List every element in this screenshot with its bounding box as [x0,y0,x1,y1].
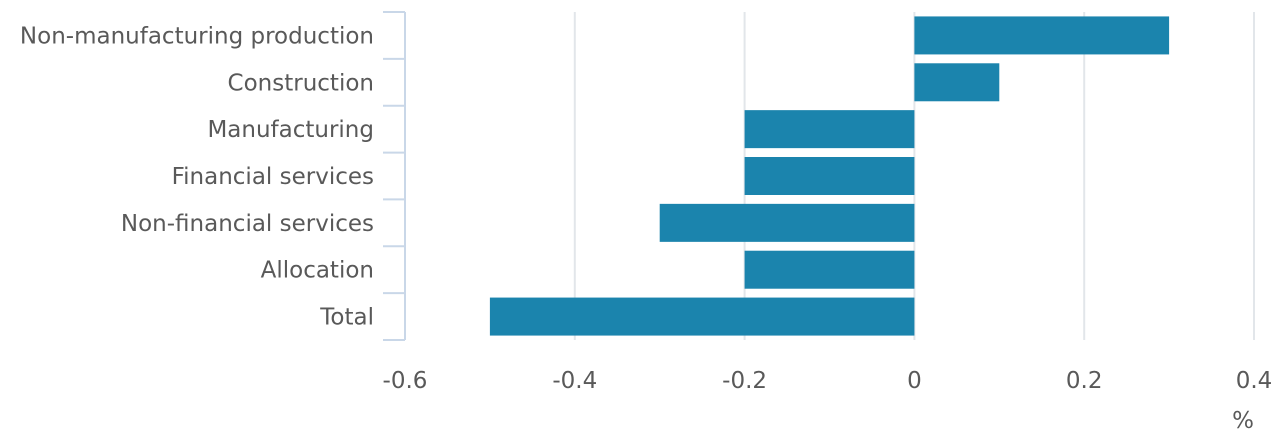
bar-financial-services [744,157,915,195]
bar-layer [489,16,1170,336]
category-label: Non-manufacturing production [20,23,374,49]
x-axis-tick-labels: -0.6 -0.4 -0.2 0 0.2 0.4 [383,368,1273,394]
x-tick-label: -0.6 [383,368,428,394]
category-labels: Non-manufacturing production Construction… [20,23,374,330]
category-label: Financial services [172,164,374,190]
bar-manufacturing [744,110,915,149]
x-tick-label: 0.4 [1236,368,1273,394]
x-axis-unit-label: % [1232,408,1254,432]
bar-non-manufacturing-production [914,16,1170,55]
category-label: Manufacturing [207,117,374,143]
bar-total [489,297,915,336]
category-label: Non-financial services [121,211,374,237]
grid-layer [573,12,1255,340]
category-label: Total [319,305,374,331]
bar-non-financial-services [659,203,915,242]
category-label: Allocation [261,258,374,284]
x-tick-label: -0.2 [722,368,767,394]
y-axis [383,11,406,341]
x-tick-label: 0 [907,368,922,394]
x-tick-label: 0.2 [1066,368,1103,394]
category-label: Construction [228,70,374,96]
x-tick-label: -0.4 [552,368,597,394]
bar-construction [914,63,1000,102]
bar-allocation [744,250,915,289]
